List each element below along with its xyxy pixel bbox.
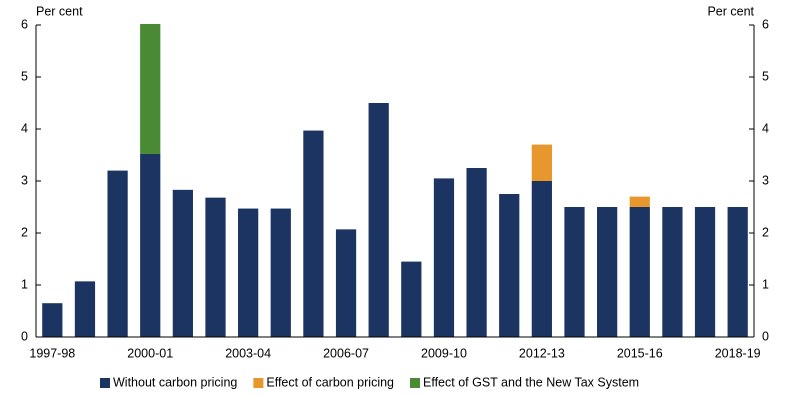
bar-segment xyxy=(74,281,96,337)
y-tick-label: 5 xyxy=(21,69,28,83)
x-tick-label: 2015-16 xyxy=(617,346,663,360)
bar-segment xyxy=(368,103,389,337)
x-tick-label: 2018-19 xyxy=(715,346,761,360)
bar-segment xyxy=(499,194,520,337)
y2-tick-label: 2 xyxy=(762,225,769,239)
bar-segment xyxy=(172,189,193,337)
y-tick-label: 4 xyxy=(21,121,28,135)
bar-segment xyxy=(466,168,487,337)
x-tick-label: 2000-01 xyxy=(127,346,173,360)
y2-tick-label: 1 xyxy=(762,277,769,291)
y2-tick-label: 4 xyxy=(762,121,769,135)
bar-segment xyxy=(303,130,324,337)
y-tick-label: 2 xyxy=(21,225,28,239)
bar-segment xyxy=(335,229,357,337)
bar-segment xyxy=(531,144,552,181)
y-tick-label: 0 xyxy=(21,329,28,343)
bar-segment xyxy=(238,208,259,337)
legend-swatch xyxy=(253,378,264,388)
bar-segment xyxy=(629,196,650,207)
y2-tick-label: 0 xyxy=(762,329,769,343)
y2-tick-label: 3 xyxy=(762,173,769,187)
legend-label: Without carbon pricing xyxy=(113,375,237,389)
x-tick-label: 2012-13 xyxy=(519,346,565,360)
x-tick-label: 2009-10 xyxy=(421,346,467,360)
bar-segment xyxy=(694,207,716,337)
bar-segment xyxy=(205,197,226,337)
legend-label: Effect of GST and the New Tax System xyxy=(423,375,639,389)
bar-segment xyxy=(564,207,585,337)
bar-segment xyxy=(42,303,63,337)
legend-label: Effect of carbon pricing xyxy=(266,375,394,389)
y-tick-label: 3 xyxy=(21,173,28,187)
x-tick-label: 2006-07 xyxy=(323,346,369,360)
bar-segment xyxy=(597,207,618,337)
y2-tick-label: 6 xyxy=(762,17,769,31)
legend-swatch xyxy=(410,378,420,388)
y-axis-label: Per cent xyxy=(36,4,83,18)
x-tick-label: 2003-04 xyxy=(225,346,271,360)
legend-swatch xyxy=(100,378,110,388)
bar-segment xyxy=(401,261,422,337)
bar-segment xyxy=(629,207,650,337)
bar-segment xyxy=(727,207,748,337)
bar-segment xyxy=(107,170,128,337)
bar-segment xyxy=(270,208,291,337)
bar-segment xyxy=(140,23,161,154)
bar-segment xyxy=(662,207,683,337)
bar-segment xyxy=(140,153,161,337)
x-tick-label: 1997-98 xyxy=(29,346,75,360)
y2-tick-label: 5 xyxy=(762,69,769,83)
y2-axis-label: Per cent xyxy=(707,4,754,18)
y-tick-label: 6 xyxy=(21,17,28,31)
bar-segment xyxy=(433,178,455,337)
y-tick-label: 1 xyxy=(21,277,28,291)
bar-segment xyxy=(531,181,552,337)
